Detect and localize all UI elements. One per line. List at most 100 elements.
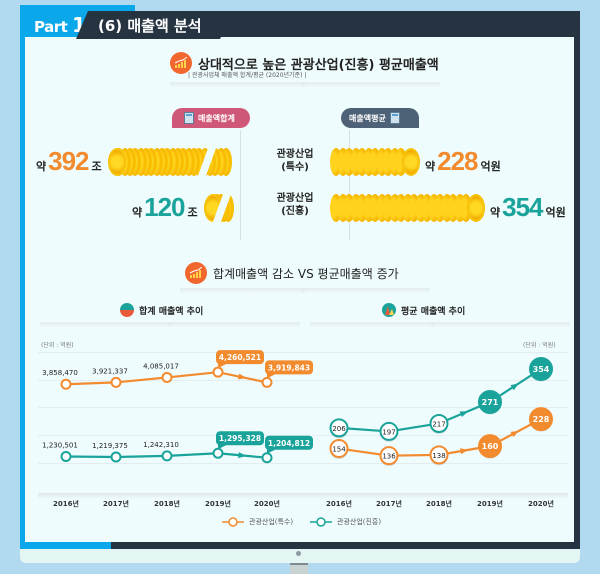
- total-value-special: 약 392 조: [36, 146, 102, 176]
- data-label: 1,219,375: [92, 442, 128, 450]
- chart1-title: 합계 매출액 추이: [120, 303, 203, 317]
- data-label: 4,260,521: [219, 353, 261, 362]
- data-label-pointer: [267, 445, 275, 454]
- data-point: [379, 421, 399, 441]
- x-tick-label: 2018년: [154, 500, 180, 508]
- accent-bar: [20, 37, 25, 548]
- coin-face: [467, 194, 485, 222]
- data-label: 271: [482, 398, 499, 407]
- coin-face: [108, 148, 126, 176]
- category-special: 관광산업 (특수): [276, 149, 314, 173]
- arrow-head: [510, 383, 519, 391]
- data-point: [478, 434, 502, 459]
- data-point: [161, 371, 173, 383]
- arrow-head: [459, 411, 469, 418]
- legend-item-promotion: 관광산업(진흥): [310, 517, 381, 527]
- data-label-bubble: [265, 360, 313, 375]
- gridline: [38, 352, 568, 353]
- divider-notch: [428, 322, 438, 327]
- data-label: 136: [382, 453, 396, 461]
- avg-value-special: 약 228 억원: [425, 146, 501, 176]
- section1-subtitle: | 관광사업체 매출액 합계/평균 (2020년기준) |: [188, 72, 307, 79]
- total-value-promotion: 약 120 조: [132, 192, 198, 222]
- data-point: [261, 376, 273, 388]
- x-tick-label: 2017년: [103, 500, 129, 508]
- data-label: 1,204,812: [268, 439, 310, 448]
- data-label: 3,921,337: [92, 367, 128, 375]
- legend-marker-teal: [310, 517, 332, 527]
- tag-total: 매출액합계: [172, 108, 250, 128]
- gridline: [38, 435, 568, 436]
- data-point: [110, 451, 122, 463]
- legend-item-special: 관광산업(특수): [222, 517, 293, 527]
- data-label-bubble: [265, 435, 313, 450]
- data-point: [60, 450, 72, 462]
- data-label: 217: [432, 420, 445, 428]
- data-point: [161, 450, 173, 462]
- data-label-bubble: [216, 350, 264, 365]
- gridline: [38, 380, 568, 381]
- accent-bar-bottom: [20, 542, 111, 549]
- data-label: 1,230,501: [42, 441, 78, 449]
- data-label: 3,858,470: [42, 369, 78, 377]
- section2-header: 합계매출액 감소 VS 평균매출액 증가: [185, 262, 399, 284]
- legend-marker-orange: [222, 517, 244, 527]
- tag-average: 매출액평균: [341, 108, 419, 128]
- coin-stack-total-promotion: [204, 192, 240, 224]
- chart2-unit: (단위 : 억원): [523, 342, 556, 349]
- avg-value-promotion: 약 354 억원: [490, 192, 566, 222]
- data-point: [529, 407, 553, 432]
- data-label-bubble: [216, 431, 264, 446]
- gridline: [38, 463, 568, 464]
- x-tick-label: 2019년: [205, 500, 231, 508]
- category-promotion: 관광산업 (진흥): [276, 193, 314, 217]
- data-point: [379, 446, 399, 466]
- coin-stack-total-special: [108, 146, 238, 178]
- coin-face: [402, 148, 420, 176]
- monitor-stand: [290, 563, 308, 574]
- section2-title: 합계매출액 감소 VS 평균매출액 증가: [213, 266, 399, 281]
- calculator-icon: [389, 112, 400, 124]
- gridline: [38, 407, 568, 408]
- data-point: [212, 447, 224, 459]
- data-point: [529, 357, 553, 381]
- x-tick-label: 2017년: [376, 500, 402, 508]
- power-dot: [296, 551, 301, 556]
- coin-stack-avg-special: [330, 148, 420, 178]
- data-label: 197: [382, 428, 395, 436]
- axis-line-right: [349, 130, 350, 240]
- bar-chart-growth-icon: [185, 262, 207, 284]
- data-point: [60, 378, 72, 390]
- axis-line-left: [240, 130, 241, 240]
- data-label: 1,242,310: [143, 441, 179, 449]
- data-label: 228: [533, 415, 550, 424]
- data-label: 1,295,328: [219, 434, 261, 443]
- bar-chart-growth-icon: [170, 52, 192, 74]
- calculator-icon: [184, 112, 194, 124]
- data-label: 4,085,017: [143, 362, 179, 370]
- chart2-title: 평균 매출액 추이: [382, 303, 465, 317]
- divider-notch: [298, 288, 308, 293]
- monitor-bezel: [20, 549, 580, 563]
- data-point: [429, 445, 449, 465]
- x-tick-label: 2016년: [326, 500, 352, 508]
- data-point: [329, 439, 349, 459]
- divider-notch: [298, 82, 308, 87]
- wave-icon: [120, 303, 134, 317]
- data-point: [329, 418, 349, 438]
- x-tick-label: 2018년: [426, 500, 452, 508]
- data-label-pointer: [267, 370, 275, 379]
- divider-notch: [165, 322, 175, 327]
- page-title: (6) 매출액 분석: [98, 17, 202, 35]
- arrow-head: [460, 448, 469, 455]
- section1-title: 상대적으로 높은 관광산업(진흥) 평균매출액: [198, 57, 439, 73]
- data-point: [212, 366, 224, 378]
- data-point: [478, 390, 502, 415]
- arrow-head: [238, 452, 247, 459]
- data-label: 206: [332, 425, 346, 433]
- data-label-pointer: [218, 360, 226, 369]
- data-point: [261, 452, 273, 464]
- chart1-unit: (단위 : 억원): [41, 342, 74, 349]
- section1-header: 상대적으로 높은 관광산업(진흥) 평균매출액: [170, 52, 439, 74]
